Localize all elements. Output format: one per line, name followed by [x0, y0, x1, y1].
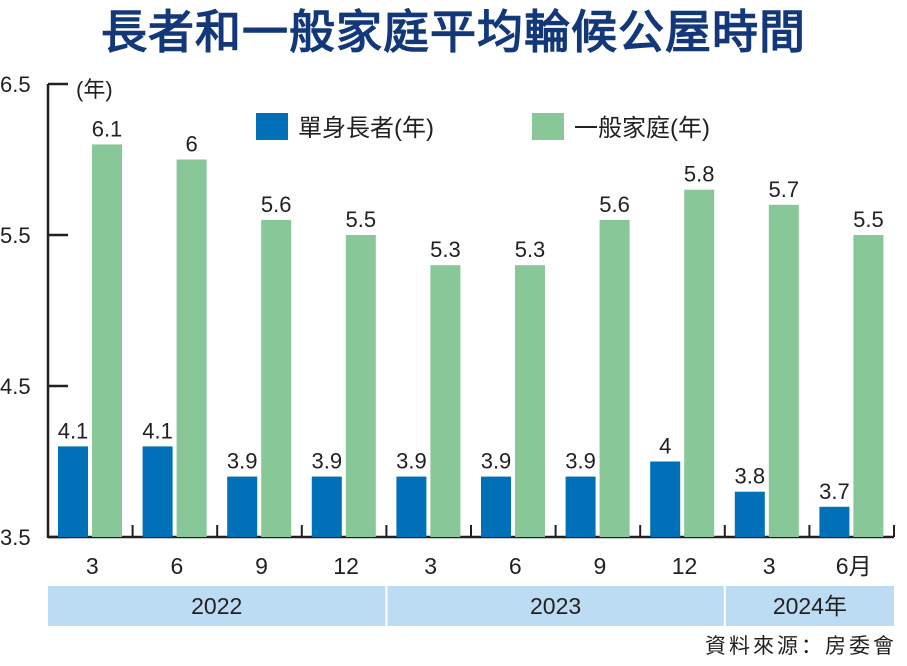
- x-tick-labels: 3 6 9 12 3 6 9 12 3 6月: [86, 553, 872, 579]
- x-tick-label: 12: [333, 553, 359, 579]
- x-tick-label: 3: [763, 553, 776, 579]
- data-label-single-elderly: 4.1: [142, 418, 173, 443]
- data-label-single-elderly: 3.9: [312, 449, 343, 474]
- bar-general-family: [176, 159, 207, 537]
- bar-single-elderly: [481, 476, 511, 537]
- y-axis-unit-label: (年): [76, 77, 113, 102]
- x-tick-label: 3: [424, 553, 437, 579]
- data-label-general-family: 5.7: [769, 177, 800, 202]
- bar-single-elderly: [819, 506, 850, 537]
- bar-single-elderly: [311, 476, 342, 537]
- data-label-general-family: 6: [185, 132, 197, 157]
- bar-general-family: [599, 219, 630, 537]
- data-label-single-elderly: 3.9: [396, 449, 427, 474]
- bar-single-elderly: [58, 446, 88, 537]
- source-note: 資料來源：房委會: [705, 634, 897, 658]
- bar-general-family: [684, 189, 715, 537]
- x-tick-label: 3: [86, 553, 99, 579]
- data-labels: 4.1 6.1 4.1 6 3.9 5.6 3.9 5.5 3.9 5.3 3.9 5.3 3.9 5.6…: [58, 116, 884, 503]
- year-band: [387, 586, 724, 626]
- bar-single-elderly: [734, 491, 765, 537]
- bar-single-elderly: [142, 446, 173, 537]
- x-tick-label: 9: [594, 553, 607, 579]
- data-label-general-family: 5.5: [346, 207, 377, 232]
- year-band: [725, 586, 894, 626]
- x-tick-label: 12: [672, 553, 698, 579]
- y-tick-label: 4.5: [0, 374, 31, 399]
- data-label-general-family: 5.3: [515, 237, 546, 262]
- legend: 單身長者(年) 一般家庭(年): [256, 113, 710, 142]
- y-tick-label: 6.5: [0, 72, 31, 97]
- bar-single-elderly: [650, 461, 681, 537]
- data-label-general-family: 5.6: [599, 192, 630, 217]
- legend-swatch: [532, 113, 564, 140]
- bar-general-family: [853, 235, 884, 537]
- data-label-single-elderly: 3.9: [227, 449, 258, 474]
- bar-single-elderly: [227, 476, 258, 537]
- x-tick-label: 6: [509, 553, 522, 579]
- bar-single-elderly: [565, 476, 596, 537]
- bar-general-family: [768, 204, 799, 538]
- legend-label: 單身長者(年): [298, 115, 434, 142]
- chart-title: 長者和一般家庭平均輪候公屋時間: [101, 5, 806, 59]
- year-band-label: 2023: [530, 593, 581, 619]
- year-band-label: 2024年: [773, 593, 847, 619]
- data-label-single-elderly: 4: [659, 434, 671, 459]
- data-label-general-family: 5.3: [430, 237, 461, 262]
- legend-swatch: [256, 113, 288, 140]
- data-label-general-family: 6.1: [92, 116, 123, 141]
- x-tick-label: 6月: [836, 553, 872, 579]
- data-label-general-family: 5.8: [684, 162, 715, 187]
- bar-general-family: [515, 265, 545, 537]
- bar-general-family: [345, 235, 376, 537]
- data-label-general-family: 5.6: [261, 192, 292, 217]
- bar-single-elderly: [396, 476, 427, 537]
- bars: [58, 144, 884, 538]
- legend-label: 一般家庭(年): [574, 115, 710, 142]
- data-label-single-elderly: 3.8: [735, 464, 766, 489]
- year-band: [48, 586, 386, 626]
- x-tick-label: 9: [255, 553, 268, 579]
- y-tick-label: 3.5: [0, 525, 31, 550]
- data-label-single-elderly: 3.9: [565, 449, 596, 474]
- year-bands: 2022 2023 2024年: [48, 586, 894, 626]
- data-label-general-family: 5.5: [853, 207, 884, 232]
- data-label-single-elderly: 4.1: [58, 418, 89, 443]
- x-tick-label: 6: [171, 553, 184, 579]
- year-band-label: 2022: [191, 593, 242, 619]
- data-label-single-elderly: 3.9: [481, 449, 512, 474]
- bar-general-family: [261, 219, 292, 537]
- bar-general-family: [430, 265, 461, 537]
- bar-general-family: [92, 144, 122, 537]
- data-label-single-elderly: 3.7: [819, 479, 850, 504]
- y-tick-label: 5.5: [0, 223, 31, 248]
